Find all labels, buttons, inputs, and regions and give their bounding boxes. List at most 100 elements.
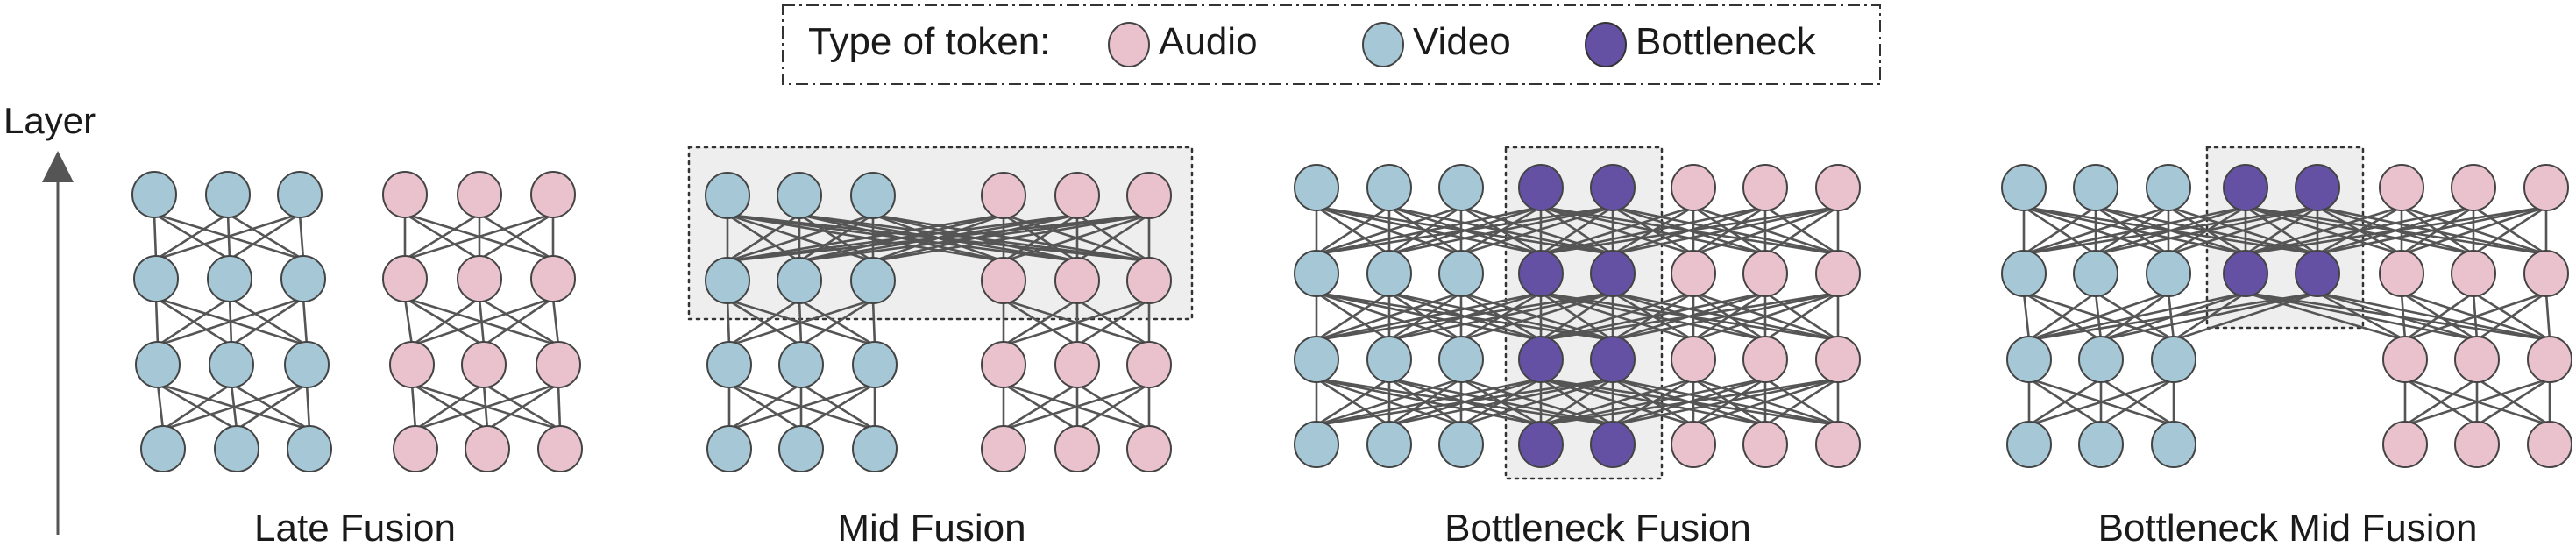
video-token: [2001, 164, 2047, 211]
token-edge: [1316, 291, 1542, 342]
audio-token: [1742, 336, 1788, 383]
token-edge: [156, 383, 165, 430]
video-token: [778, 425, 824, 472]
token-edge: [1316, 377, 1614, 427]
audio-token: [2451, 164, 2496, 211]
token-edge: [154, 297, 160, 346]
audio-token: [457, 171, 502, 218]
token-edge: [1316, 205, 1462, 256]
token-edge: [1540, 377, 1766, 427]
token-edge: [1003, 382, 1150, 431]
legend: Type of token: Audio Video Bottleneck: [782, 4, 1881, 85]
video-token: [205, 171, 251, 218]
token-edge: [1316, 205, 1390, 256]
token-edge: [2028, 291, 2169, 342]
token-edge: [229, 212, 301, 261]
video-token: [280, 255, 326, 302]
audio-token: [2379, 250, 2424, 297]
token-edge: [728, 382, 876, 431]
token-edge: [1076, 298, 1150, 347]
audio-token: [1671, 421, 1716, 468]
token-edge: [2317, 205, 2547, 256]
video-token: [2146, 250, 2191, 297]
video-token: [131, 171, 177, 218]
audio-token: [382, 255, 428, 302]
token-edge: [1540, 377, 1839, 427]
audio-token: [2527, 336, 2572, 383]
token-edge: [2476, 291, 2547, 342]
video-token: [2078, 336, 2124, 383]
token-edge: [153, 213, 158, 260]
token-edge: [1076, 382, 1150, 431]
panel-bottleneck-mid-fusion: Bottleneck Mid Fusion: [2001, 146, 2572, 550]
token-edge: [2023, 205, 2169, 256]
bottleneck-token: [1590, 164, 1636, 211]
video-token: [2073, 250, 2118, 297]
bottleneck-token: [2295, 164, 2340, 211]
token-edge: [483, 296, 554, 347]
video-token: [1294, 250, 1339, 297]
video-token: [2006, 336, 2052, 383]
audio-token: [1054, 425, 1100, 472]
audio-token: [1126, 257, 1172, 304]
token-edge: [1692, 205, 1839, 256]
token-edge: [551, 297, 560, 346]
token-edge: [298, 213, 305, 260]
audio-token: [1671, 250, 1716, 297]
token-edge: [728, 298, 874, 347]
token-edge: [2100, 377, 2175, 427]
video-token: [133, 255, 179, 302]
audio-token: [2451, 250, 2496, 297]
token-edge: [872, 213, 1150, 263]
audio-token: [1126, 425, 1172, 472]
token-edge: [1003, 382, 1078, 431]
token-edge: [2023, 205, 2318, 256]
token-edge: [1316, 205, 1542, 256]
video-token: [706, 341, 752, 388]
token-edge: [1540, 205, 1694, 256]
video-token: [140, 425, 186, 472]
token-edge: [2100, 291, 2318, 342]
video-token: [1366, 164, 1412, 211]
audio-token: [1742, 421, 1788, 468]
token-edge: [871, 299, 876, 346]
audio-token: [393, 425, 438, 472]
video-token: [1294, 336, 1339, 383]
legend-video-swatch: [1362, 22, 1404, 67]
audio-token: [537, 425, 583, 472]
token-edge: [1692, 291, 1839, 342]
audio-token: [981, 425, 1026, 472]
bottleneck-token: [2223, 164, 2268, 211]
token-edge: [157, 296, 231, 347]
token-edge: [2544, 292, 2551, 341]
token-edge: [798, 213, 874, 263]
audio-token: [1671, 164, 1716, 211]
video-token: [850, 257, 896, 304]
token-edge: [1764, 377, 1839, 427]
video-token: [214, 425, 259, 472]
token-edge: [1540, 291, 1614, 342]
video-token: [1438, 250, 1484, 297]
video-token: [287, 425, 332, 472]
audio-token: [2527, 421, 2572, 468]
video-token: [850, 172, 896, 219]
legend-audio-label: Audio: [1159, 20, 1258, 63]
token-edge: [404, 212, 480, 261]
video-token: [277, 171, 323, 218]
video-token: [1366, 250, 1412, 297]
audio-token: [1742, 164, 1788, 211]
token-edge: [2245, 205, 2318, 256]
token-edge: [728, 298, 800, 347]
bottleneck-token: [1518, 336, 1564, 383]
video-token: [209, 341, 254, 388]
layer-axis-label: Layer: [4, 100, 96, 141]
token-edge: [479, 212, 554, 261]
token-edge: [2095, 205, 2318, 256]
token-edge: [162, 382, 308, 431]
token-edge: [727, 213, 1004, 263]
bottleneck-token: [2223, 250, 2268, 297]
token-edge: [155, 212, 229, 261]
video-token: [2151, 336, 2196, 383]
token-edge: [1612, 377, 1839, 427]
video-token: [1294, 421, 1339, 468]
